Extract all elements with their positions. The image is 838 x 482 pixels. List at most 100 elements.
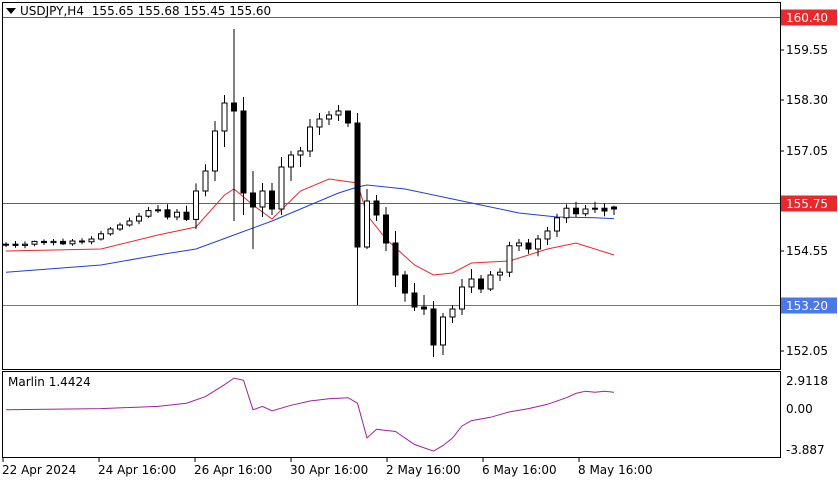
level-badge-3 xyxy=(781,297,837,314)
level-badge-text-1: 160.40 xyxy=(786,11,828,25)
candle xyxy=(354,113,361,305)
indicator-axis-top: 2.9118 xyxy=(786,374,828,388)
candle xyxy=(582,205,589,217)
price-label-1: 159.55 xyxy=(786,43,828,57)
candle xyxy=(259,183,266,217)
time-label-6: 6 May 16:00 xyxy=(482,463,557,477)
candle xyxy=(544,227,551,245)
candle xyxy=(468,269,475,293)
symbol-label: USDJPY,H4 xyxy=(20,4,84,18)
candle xyxy=(107,227,114,236)
time-label-3: 26 Apr 16:00 xyxy=(194,463,272,477)
price-label-2: 158.30 xyxy=(786,93,828,107)
candle xyxy=(497,268,503,281)
candle xyxy=(373,195,380,221)
price-label-3: 157.05 xyxy=(786,144,828,158)
oscillator xyxy=(5,377,615,452)
indicator-axis: 2.9118 0.00 -3.887 xyxy=(786,374,828,457)
candle xyxy=(41,239,47,245)
candle xyxy=(269,183,275,215)
level-badges: 160.40 155.75 153.20 xyxy=(781,9,837,314)
candle xyxy=(212,121,218,181)
candle xyxy=(345,110,351,127)
indicator-axis-zero: 0.00 xyxy=(786,402,813,416)
candle xyxy=(297,147,304,167)
candle xyxy=(611,205,617,215)
candle xyxy=(487,271,494,291)
candle xyxy=(506,241,513,277)
price-label-4: 154.55 xyxy=(786,244,828,258)
candle xyxy=(563,204,570,223)
time-label-1: 22 Apr 2024 xyxy=(2,463,76,477)
candle xyxy=(316,113,323,135)
indicator-name: Marlin 1.4424 xyxy=(8,375,91,389)
candle xyxy=(307,119,313,157)
candle xyxy=(554,213,560,237)
candle xyxy=(155,205,161,213)
candle xyxy=(288,151,294,181)
candle xyxy=(250,171,256,249)
level-badge-1 xyxy=(781,9,837,26)
candle xyxy=(240,97,247,215)
candle xyxy=(3,242,9,247)
level-badge-text-2: 155.75 xyxy=(786,197,828,211)
time-label-7: 8 May 16:00 xyxy=(578,463,653,477)
candle xyxy=(601,203,608,217)
candle xyxy=(383,207,389,251)
candle xyxy=(430,301,437,357)
level-badge-text-3: 153.20 xyxy=(786,299,828,313)
candle xyxy=(98,231,104,241)
triangle-down-icon[interactable] xyxy=(6,8,16,14)
candle xyxy=(231,29,237,221)
candle xyxy=(278,157,285,215)
indicator-axis-bottom: -3.887 xyxy=(786,443,825,457)
candle xyxy=(79,238,85,245)
candle xyxy=(117,222,123,231)
candle xyxy=(573,201,579,217)
candle xyxy=(411,283,418,311)
candle xyxy=(402,271,408,302)
price-label-5: 152.05 xyxy=(786,344,828,358)
chart-header: USDJPY,H4 155.65 155.68 155.45 155.60 xyxy=(20,4,271,18)
candle xyxy=(164,204,171,220)
time-label-2: 24 Apr 16:00 xyxy=(98,463,176,477)
candle xyxy=(69,239,76,246)
candle xyxy=(326,111,332,125)
candle xyxy=(592,201,598,213)
candle xyxy=(88,236,95,245)
time-label-5: 2 May 16:00 xyxy=(386,463,461,477)
candle xyxy=(50,239,57,246)
candle xyxy=(183,205,190,221)
candle xyxy=(221,95,228,147)
candle xyxy=(459,279,465,315)
indicator-panel-frame xyxy=(2,371,781,458)
candle xyxy=(202,164,209,197)
candle xyxy=(335,105,342,121)
candle xyxy=(126,217,133,227)
candle xyxy=(525,239,532,254)
ohlc-label: 155.65 155.68 155.45 155.60 xyxy=(91,4,272,18)
candle xyxy=(421,295,427,315)
candle xyxy=(516,239,522,251)
candle xyxy=(478,275,484,293)
candle xyxy=(136,213,142,225)
horizontal-levels xyxy=(3,17,780,306)
candle xyxy=(12,241,19,248)
candle xyxy=(535,235,541,257)
candle xyxy=(60,238,66,245)
candle xyxy=(174,209,180,221)
candle xyxy=(392,231,399,287)
oscillator-line xyxy=(5,377,615,452)
candle xyxy=(31,240,38,247)
candle xyxy=(145,207,152,218)
candle xyxy=(22,241,28,249)
candle xyxy=(364,189,370,249)
time-axis: 22 Apr 2024 24 Apr 16:00 26 Apr 16:00 30… xyxy=(2,458,653,477)
candle xyxy=(449,305,456,323)
candle xyxy=(440,313,446,355)
price-axis: 159.55 158.30 157.05 154.55 152.05 xyxy=(780,43,828,358)
candles xyxy=(3,29,617,357)
main-panel-frame xyxy=(2,2,781,370)
candle xyxy=(193,183,199,229)
